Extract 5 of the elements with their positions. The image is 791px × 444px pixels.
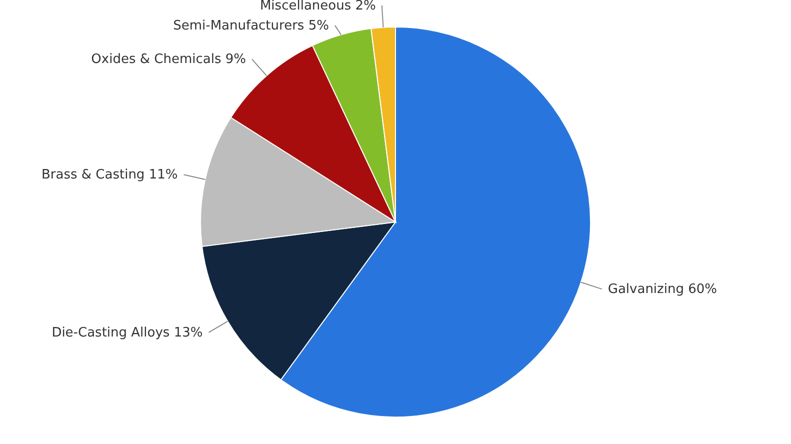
- slice-label: Brass & Casting 11%: [41, 168, 178, 183]
- slice-label: Galvanizing 60%: [608, 282, 718, 298]
- slice-label: Oxides & Chemicals 9%: [91, 52, 246, 68]
- slice-label: Semi-Manufacturers 5%: [173, 18, 329, 34]
- slice-label: Die-Casting Alloys 13%: [52, 325, 203, 340]
